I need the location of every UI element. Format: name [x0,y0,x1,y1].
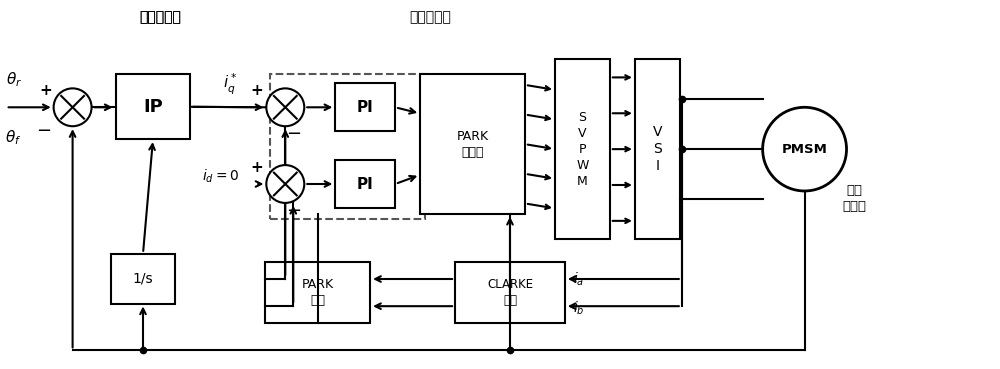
Text: V
S
I: V S I [653,125,662,173]
Text: PI: PI [357,100,374,115]
Text: 电流控制器: 电流控制器 [409,11,451,25]
Text: PARK
变换: PARK 变换 [302,278,334,307]
Text: CLARKE
变换: CLARKE 变换 [487,278,533,307]
Text: PI: PI [357,176,374,192]
Circle shape [266,165,304,203]
Text: $i_a$: $i_a$ [573,270,584,288]
Text: $-$: $-$ [36,120,51,138]
Bar [111,254,175,304]
Text: S
V
P
W
M: S V P W M [576,111,589,187]
Text: +: + [250,83,263,98]
Circle shape [266,88,304,126]
Text: $\theta_f$: $\theta_f$ [5,128,22,146]
Circle shape [763,107,847,191]
Text: PMSM: PMSM [782,143,828,156]
Bar [335,83,395,131]
Bar [270,75,425,219]
Bar [635,59,680,239]
Text: $i_q^*$: $i_q^*$ [223,72,238,97]
Text: $-$: $-$ [286,200,301,218]
Text: IP: IP [143,98,163,116]
Bar [265,262,370,324]
Bar [555,59,610,239]
Text: +: + [39,83,52,98]
Text: $i_d=0$: $i_d=0$ [202,167,239,185]
Text: $-$: $-$ [286,123,301,141]
Circle shape [54,88,92,126]
Text: 位置
传感器: 位置 传感器 [843,184,867,213]
Text: 位置控制器: 位置控制器 [140,11,181,25]
Bar [455,262,565,324]
Text: $\theta_r$: $\theta_r$ [6,70,22,89]
Text: +: + [250,159,263,175]
Text: $i_b$: $i_b$ [573,299,584,317]
Bar [116,75,190,139]
Text: 位置控制器: 位置控制器 [140,11,181,25]
Bar [420,75,525,214]
Bar [335,160,395,208]
Text: 1/s: 1/s [133,272,153,286]
Text: PARK
逆变换: PARK 逆变换 [456,130,489,159]
